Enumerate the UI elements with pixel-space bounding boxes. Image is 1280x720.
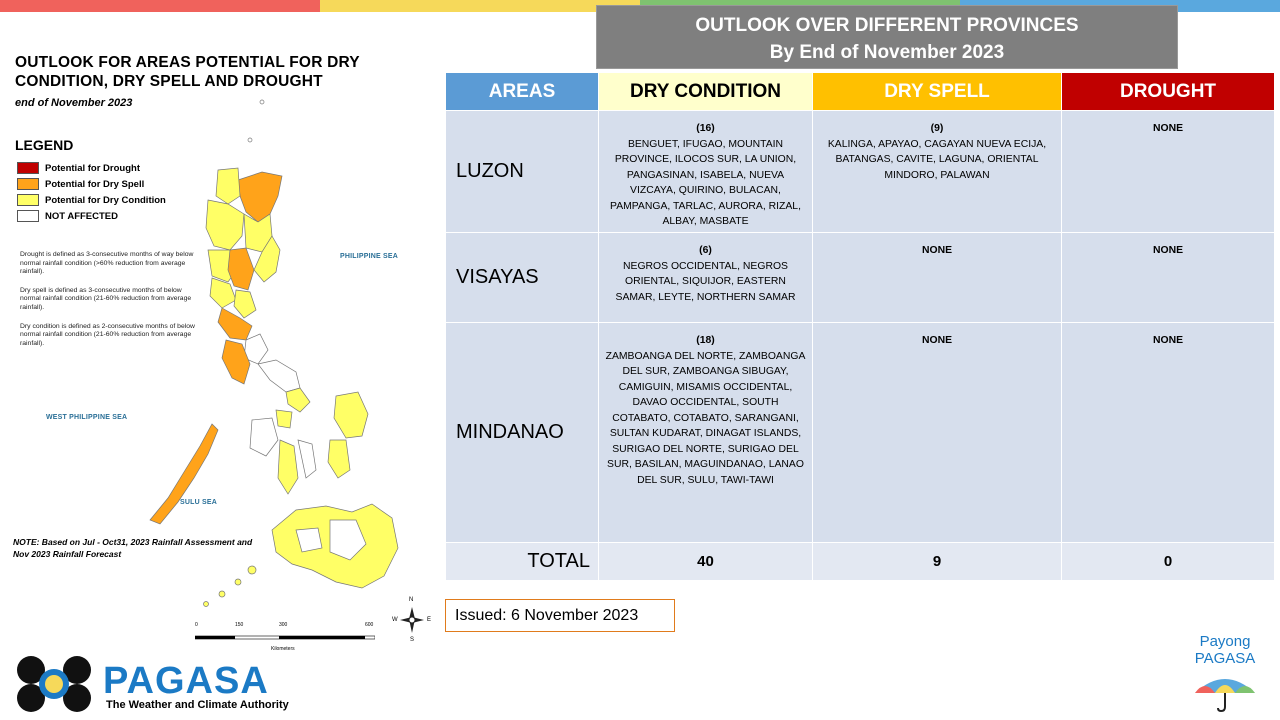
dry-spell-cell: NONE <box>812 232 1062 323</box>
pagasa-wordmark: PAGASA <box>103 660 269 702</box>
legend-label: Potential for Dry Spell <box>45 178 145 190</box>
compass-s: S <box>410 637 415 643</box>
dry-condition-count: (16) <box>696 123 715 134</box>
drought-cell: NONE <box>1061 110 1275 233</box>
drought-cell: NONE <box>1061 322 1275 543</box>
map-scale: 0 150 300 600 Kilometers <box>194 622 376 652</box>
area-cell: MINDANAO <box>445 322 599 543</box>
umbrella-icon <box>1195 679 1255 713</box>
definition-dry-condition: Dry condition is defined as 2-consecutiv… <box>20 322 195 347</box>
compass-rose: N S E W <box>392 597 431 643</box>
legend-label: NOT AFFECTED <box>45 210 119 222</box>
pagasa-tagline: The Weather and Climate Authority <box>106 699 289 711</box>
compass-n: N <box>409 597 414 603</box>
payong-line2: PAGASA <box>1194 650 1256 667</box>
dry-condition-provinces: NEGROS OCCIDENTAL, NEGROS ORIENTAL, SIQU… <box>615 260 796 303</box>
legend-title: LEGEND <box>15 137 74 153</box>
top-bar-yellow <box>320 0 640 12</box>
table-row-total: TOTAL 40 9 0 <box>445 542 1275 581</box>
table-row-mindanao: MINDANAO (18) ZAMBOANGA DEL NORTE, ZAMBO… <box>445 322 1275 543</box>
legend: Potential for Drought Potential for Dry … <box>17 160 166 224</box>
philippine-sea-label: PHILIPPINE SEA <box>340 253 399 260</box>
pagasa-logo <box>14 655 94 718</box>
scale-tick: 150 <box>235 622 244 628</box>
compass-icon <box>400 607 424 633</box>
legend-swatch-dry-condition <box>17 194 39 206</box>
dry-condition-cell: (18) ZAMBOANGA DEL NORTE, ZAMBOANGA DEL … <box>598 322 813 543</box>
scale-bar <box>194 635 376 640</box>
dry-condition-cell: (6) NEGROS OCCIDENTAL, NEGROS ORIENTAL, … <box>598 232 813 323</box>
outlook-table: AREAS DRY CONDITION DRY SPELL DROUGHT LU… <box>445 72 1275 581</box>
pagasa-emblem-icon <box>17 656 91 712</box>
legend-item-dry-spell: Potential for Dry Spell <box>17 176 166 192</box>
legend-label: Potential for Dry Condition <box>45 194 166 206</box>
header-dry-spell: DRY SPELL <box>812 72 1062 111</box>
total-drought: 0 <box>1061 542 1275 581</box>
dry-spell-cell: NONE <box>812 322 1062 543</box>
map-note: NOTE: Based on Jul - Oct31, 2023 Rainfal… <box>13 537 253 559</box>
table-row-visayas: VISAYAS (6) NEGROS OCCIDENTAL, NEGROS OR… <box>445 232 1275 323</box>
payong-pagasa-logo: Payong PAGASA <box>1177 633 1273 717</box>
dry-condition-cell: (16) BENGUET, IFUGAO, MOUNTAIN PROVINCE,… <box>598 110 813 233</box>
legend-swatch-drought <box>17 162 39 174</box>
scale-tick: 600 <box>365 622 374 628</box>
dry-spell-cell: (9) KALINGA, APAYAO, CAGAYAN NUEVA ECIJA… <box>812 110 1062 233</box>
area-cell: VISAYAS <box>445 232 599 323</box>
dry-condition-count: (18) <box>696 335 715 346</box>
scale-unit: Kilometers <box>271 646 295 652</box>
definition-drought: Drought is defined as 3-consecutive mont… <box>20 251 194 276</box>
issued-date: Issued: 6 November 2023 <box>445 599 675 632</box>
west-philippine-sea-label: WEST PHILIPPINE SEA <box>46 414 128 421</box>
total-dry-condition: 40 <box>598 542 813 581</box>
scale-ticks: 0 150 300 600 <box>195 622 375 628</box>
table-row-luzon: LUZON (16) BENGUET, IFUGAO, MOUNTAIN PRO… <box>445 110 1275 233</box>
header-areas: AREAS <box>445 72 599 111</box>
total-dry-spell: 9 <box>812 542 1062 581</box>
philippines-map <box>149 99 399 607</box>
map-title: OUTLOOK FOR AREAS POTENTIAL FOR DRY COND… <box>15 54 360 90</box>
table-header-row: AREAS DRY CONDITION DRY SPELL DROUGHT <box>445 72 1275 111</box>
legend-swatch-not-affected <box>17 210 39 222</box>
area-cell: LUZON <box>445 110 599 233</box>
total-label: TOTAL <box>445 542 599 581</box>
legend-item-not-affected: NOT AFFECTED <box>17 208 166 224</box>
sulu-sea-label: SULU SEA <box>180 499 217 506</box>
outlook-title: OUTLOOK OVER DIFFERENT PROVINCES <box>695 15 1079 36</box>
outlook-subtitle: By End of November 2023 <box>769 42 1005 63</box>
dry-spell-count: (9) <box>930 123 944 134</box>
scale-tick: 300 <box>279 622 288 628</box>
drought-cell: NONE <box>1061 232 1275 323</box>
compass-e: E <box>427 617 432 623</box>
top-bar-red <box>0 0 320 12</box>
header-dry-condition: DRY CONDITION <box>598 72 813 111</box>
legend-label: Potential for Drought <box>45 162 140 174</box>
dry-spell-provinces: KALINGA, APAYAO, CAGAYAN NUEVA ECIJA, BA… <box>827 138 1047 181</box>
outlook-header: OUTLOOK OVER DIFFERENT PROVINCES By End … <box>596 5 1178 69</box>
header-drought: DROUGHT <box>1061 72 1275 111</box>
payong-line1: Payong <box>1199 633 1251 650</box>
legend-swatch-dry-spell <box>17 178 39 190</box>
dry-condition-count: (6) <box>699 245 712 256</box>
map-subtitle: end of November 2023 <box>15 97 133 109</box>
compass-w: W <box>392 617 398 623</box>
scale-tick: 0 <box>195 622 198 628</box>
definitions: Drought is defined as 3-consecutive mont… <box>20 251 195 358</box>
dry-condition-provinces: ZAMBOANGA DEL NORTE, ZAMBOANGA DEL SUR, … <box>605 350 806 486</box>
legend-item-drought: Potential for Drought <box>17 160 166 176</box>
definition-dry-spell: Dry spell is defined as 3-consecutive mo… <box>20 286 192 311</box>
dry-condition-provinces: BENGUET, IFUGAO, MOUNTAIN PROVINCE, ILOC… <box>610 138 801 228</box>
legend-item-dry-condition: Potential for Dry Condition <box>17 192 166 208</box>
